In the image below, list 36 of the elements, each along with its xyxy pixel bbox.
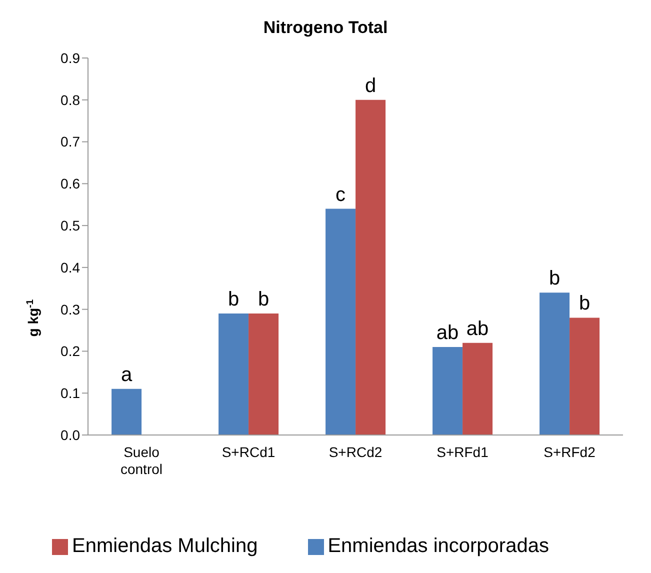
bar — [462, 342, 493, 435]
data-label: b — [228, 288, 240, 311]
y-tick-label: 0.4 — [60, 259, 80, 276]
y-tick-label: 0.6 — [60, 176, 80, 192]
y-tick-label: 0.3 — [60, 301, 80, 318]
x-tick-label: S+RCd2 — [328, 444, 382, 460]
x-tick-label: S+RFd1 — [436, 444, 489, 460]
y-tick-label: 0.0 — [60, 426, 80, 443]
bar — [248, 314, 279, 435]
y-tick-label: 0.5 — [60, 218, 80, 234]
data-label: a — [120, 364, 133, 386]
y-tick-label: 0.8 — [60, 92, 80, 108]
bar — [432, 347, 463, 435]
legend-label: Enmiendas Mulching — [72, 535, 258, 557]
x-tick-label: Suelo control — [120, 444, 163, 477]
x-tick-label: S+RCd1 — [222, 444, 276, 460]
chart-title: Nitrogeno Total — [262, 18, 389, 38]
y-tick-label: 0.9 — [60, 50, 80, 66]
data-label: ab — [466, 318, 489, 340]
data-label: c — [336, 184, 346, 206]
legend-label: Enmiendas incorporadas — [328, 535, 549, 557]
data-label: ab — [436, 322, 459, 344]
bar — [218, 314, 249, 435]
y-tick-label: 0.7 — [60, 134, 80, 150]
data-label: b — [548, 268, 560, 290]
bar — [112, 388, 142, 435]
bar — [326, 208, 356, 435]
bar — [540, 292, 570, 435]
y-tick-label: 0.1 — [60, 385, 80, 402]
y-tick-label: 0.2 — [60, 343, 80, 360]
bar — [356, 100, 386, 435]
data-label: d — [364, 74, 376, 97]
x-tick-label: S+RFd2 — [544, 444, 596, 460]
bar — [570, 318, 600, 435]
data-label: b — [578, 292, 590, 315]
data-label: b — [258, 288, 270, 311]
